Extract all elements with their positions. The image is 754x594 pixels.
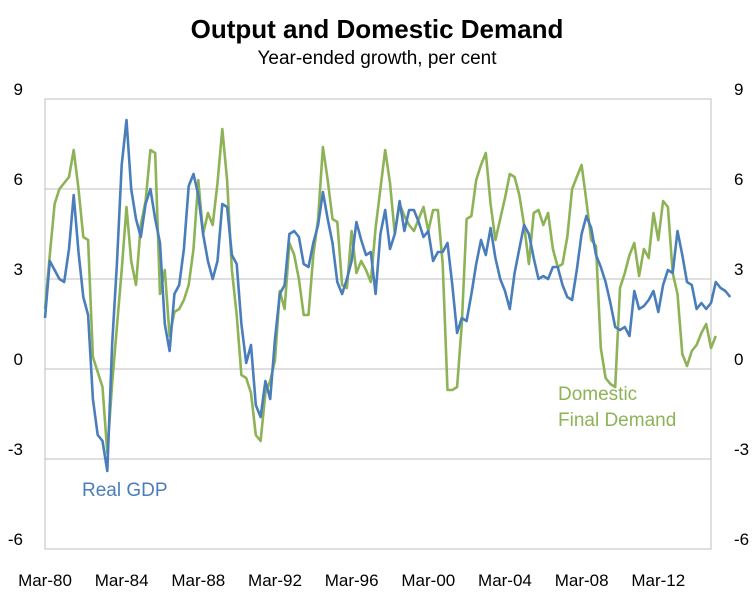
x-tick-label: Mar-88 xyxy=(171,571,225,590)
y-tick-label-left: -3 xyxy=(8,440,23,459)
y-axis-right: 9 6 3 0 -3 -6 xyxy=(734,80,749,549)
y-tick-label-right: -3 xyxy=(734,440,749,459)
x-axis: Mar-80 Mar-84 Mar-88 Mar-92 Mar-96 Mar-00 Mar-… xyxy=(18,571,685,590)
x-tick-label: Mar-96 xyxy=(325,571,379,590)
x-tick-label: Mar-12 xyxy=(631,571,685,590)
gridlines xyxy=(45,188,711,460)
y-tick-label-left: -6 xyxy=(8,530,23,549)
x-tick-label: Mar-84 xyxy=(95,571,149,590)
y-tick-label-right: 3 xyxy=(734,260,743,279)
series-labels: Real GDP Domestic Final Demand xyxy=(82,384,676,501)
plot-area xyxy=(44,98,712,550)
x-tick-label: Mar-04 xyxy=(478,571,532,590)
series-lines xyxy=(43,118,732,473)
y-axis-left: 9 6 3 0 -3 -6 xyxy=(8,80,23,549)
x-tick-label: Mar-92 xyxy=(248,571,302,590)
y-tick-label-right: 0 xyxy=(734,350,743,369)
series-line-real-gdp xyxy=(43,118,732,473)
y-tick-label-left: 3 xyxy=(14,260,23,279)
y-tick-label-right: 9 xyxy=(734,80,743,99)
chart-title: Output and Domestic Demand xyxy=(191,14,564,44)
y-tick-label-left: 9 xyxy=(14,80,23,99)
y-tick-label-right: -6 xyxy=(734,530,749,549)
y-tick-label-left: 6 xyxy=(14,170,23,189)
chart-subtitle: Year-ended growth, per cent xyxy=(257,48,497,69)
series-label-domestic-final-demand: Domestic Final Demand xyxy=(558,384,676,431)
series-label-line: Real GDP xyxy=(82,480,168,501)
series-line-domestic-final-demand xyxy=(43,127,718,455)
x-tick-label: Mar-08 xyxy=(555,571,609,590)
y-tick-label-left: 0 xyxy=(14,350,23,369)
y-tick-label-right: 6 xyxy=(734,170,743,189)
x-tick-label: Mar-00 xyxy=(401,571,455,590)
x-tick-label: Mar-80 xyxy=(18,571,72,590)
series-label-line: Final Demand xyxy=(558,410,676,431)
series-label-line: Domestic xyxy=(558,384,637,405)
series-label-real-gdp: Real GDP xyxy=(82,480,168,501)
